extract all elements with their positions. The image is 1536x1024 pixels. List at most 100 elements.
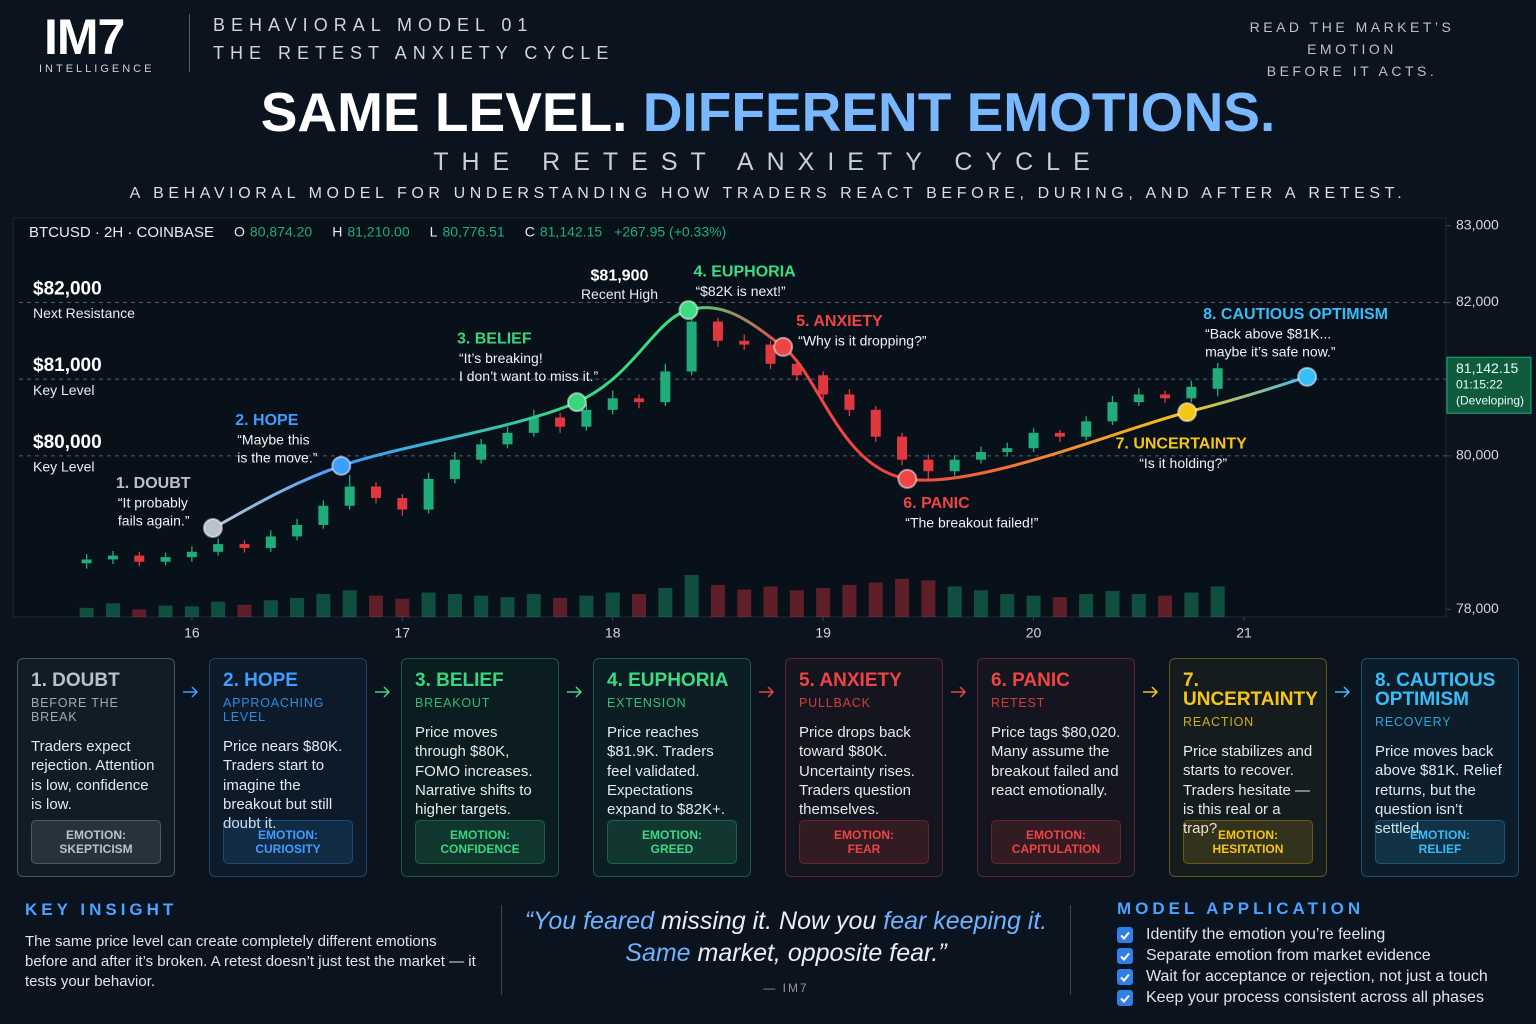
volume-bar: [237, 604, 252, 617]
volume-bar: [474, 595, 489, 617]
level-label: $82,000: [33, 278, 102, 299]
phase-card: 2. HOPE APPROACHING LEVEL Price nears $80K…: [209, 658, 367, 877]
x-tick-label: 20: [1026, 625, 1042, 641]
card-arrow: [759, 686, 775, 698]
phase-dot: [202, 517, 223, 538]
application-item: Keep your process consistent across all …: [1117, 987, 1488, 1008]
candle-body: [397, 498, 408, 510]
card-stage: APPROACHING LEVEL: [223, 696, 325, 724]
emotion-name: GREED: [650, 842, 694, 856]
quote-line: Same market, opposite fear.”: [506, 937, 1066, 969]
tagline: READ THE MARKET’S EMOTION BEFORE IT ACTS.: [1202, 16, 1502, 82]
volume-bar: [842, 584, 857, 617]
card-body: Price nears $80K. Traders start to imagi…: [223, 738, 343, 833]
phase-card: 4. EUPHORIA EXTENSION Price reaches $81.9K…: [593, 658, 751, 877]
emotion-prefix: EMOTION:: [1410, 828, 1470, 842]
card-arrow: [375, 686, 391, 698]
y-tick-label: 78,000: [1456, 600, 1499, 616]
volume-bar: [763, 586, 778, 617]
recent-high-label: $81,900: [591, 267, 649, 284]
card-title: 5. ANXIETY: [799, 670, 902, 691]
volume-bar: [263, 600, 278, 617]
candle-body: [686, 321, 697, 372]
divider: [1070, 905, 1071, 995]
candle-body: [555, 417, 566, 427]
phase-name: 5. ANXIETY: [796, 313, 883, 330]
emotion-prefix: EMOTION:: [834, 828, 894, 842]
card-arrow: [1143, 686, 1159, 698]
quote-line: “You feared missing it. Now you fear kee…: [506, 905, 1066, 937]
kicker-subtitle: THE RETEST ANXIETY CYCLE: [213, 43, 615, 63]
quote: “You feared missing it. Now you fear kee…: [506, 905, 1066, 969]
x-tick-label: 18: [605, 625, 621, 641]
phase-quote: “Back above $81K...: [1205, 326, 1331, 342]
volume-bar: [1000, 594, 1015, 617]
phase-name: 2. HOPE: [235, 412, 298, 429]
volume-bar: [684, 575, 699, 617]
ohlc-value: 81,142.15: [540, 224, 602, 240]
volume-bar: [1052, 597, 1067, 617]
check-mark: [1120, 931, 1130, 940]
card-stage: EXTENSION: [607, 696, 687, 710]
divider: [189, 14, 190, 72]
emotion-pill: EMOTION: CONFIDENCE: [415, 820, 545, 864]
volume-bar: [737, 589, 752, 617]
volume-bar: [132, 609, 147, 617]
emotion-pill: EMOTION: HESITATION: [1183, 820, 1313, 864]
phase-quote: “The breakout failed!”: [905, 515, 1038, 531]
phase-quote: maybe it’s safe now.”: [1205, 344, 1336, 360]
volume-bar: [1158, 595, 1173, 617]
quote-segment: “You feared: [524, 907, 654, 935]
volume-bar: [789, 590, 804, 617]
candle-body: [1133, 394, 1144, 403]
ohlc-key: C: [525, 224, 535, 240]
application-text: Separate emotion from market evidence: [1146, 946, 1431, 964]
candle-body: [134, 555, 145, 562]
candle-body: [870, 409, 881, 437]
emotion-pill: EMOTION: CURIOSITY: [223, 820, 353, 864]
volume-bar: [526, 594, 541, 617]
volume-bar: [184, 606, 199, 617]
check-icon: [1120, 973, 1130, 982]
card-title: 1. DOUBT: [31, 670, 120, 691]
phase-card: 1. DOUBT BEFORE THE BREAK Traders expect r…: [17, 658, 175, 877]
phase-quote: is the move.”: [237, 450, 317, 466]
price-tag: [1446, 356, 1532, 414]
volume-bar: [1026, 595, 1041, 617]
emotion-name: CAPITULATION: [1011, 842, 1101, 856]
quote-segment: missing it. Now you: [654, 907, 884, 935]
check-icon: [1120, 994, 1130, 1003]
quote-segment: fear keeping it.: [883, 907, 1048, 935]
volume-bar: [316, 594, 331, 617]
recent-high-note: Recent High: [581, 286, 658, 302]
card-body: Price drops back toward $80K. Uncertaint…: [799, 724, 915, 819]
phase-card: 7. UNCERTAINTY REACTION Price stabilizes a…: [1169, 658, 1327, 877]
application-text: Wait for acceptance or rejection, not ju…: [1146, 967, 1488, 985]
application-item: Wait for acceptance or rejection, not ju…: [1117, 966, 1488, 987]
emotion-prefix: EMOTION:: [642, 828, 702, 842]
checkbox: [1117, 968, 1133, 985]
level-note: Next Resistance: [33, 305, 135, 321]
phase-dot: [1177, 402, 1198, 423]
phase-name: 3. BELIEF: [457, 330, 532, 347]
phase-quote: “It probably: [118, 495, 188, 511]
card-body: Price tags $80,020. Many assume the brea…: [991, 724, 1121, 799]
volume-bar: [921, 580, 936, 617]
tagline-line: BEFORE IT ACTS.: [1266, 63, 1438, 79]
candle-body: [949, 459, 960, 472]
emotion-pill: EMOTION: FEAR: [799, 820, 929, 864]
phase-quote: “Why is it dropping?”: [798, 333, 927, 349]
candle-body: [1081, 421, 1092, 437]
application-item: Separate emotion from market evidence: [1117, 945, 1488, 966]
title-part: SAME LEVEL.: [260, 81, 628, 143]
phase-quote: “It’s breaking!: [459, 350, 543, 366]
card-arrow: [1335, 686, 1351, 698]
x-tick-label: 16: [184, 625, 200, 641]
volume-bar: [816, 587, 831, 617]
candle-body: [1160, 394, 1171, 399]
logo-subtitle: INTELLIGENCE: [39, 63, 155, 75]
check-icon: [1120, 952, 1130, 961]
candle-body: [975, 452, 986, 460]
emotion-curve: [212, 306, 1308, 530]
